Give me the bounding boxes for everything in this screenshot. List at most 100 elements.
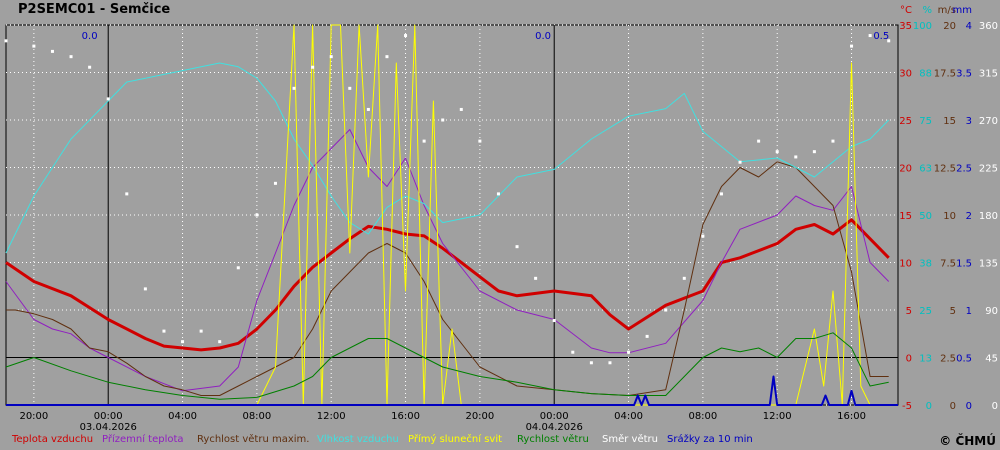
axis-tick-label: -5 [902, 401, 912, 412]
wind-direction-point [534, 276, 538, 280]
wind-direction-point [627, 350, 631, 354]
legend-entry: Přímý sluneční svit [408, 434, 503, 445]
axis-tick-label: 100 [913, 21, 932, 32]
axis-tick-label: 135 [979, 259, 998, 270]
series-line [6, 24, 889, 406]
axis-tick-label: 75 [919, 116, 932, 127]
wind-direction-point [608, 361, 612, 365]
wind-direction-point [422, 139, 426, 143]
wind-direction-point [50, 49, 54, 53]
station-title: P2SEMC01 - Semčice [18, 2, 171, 17]
x-tick-label: 04:00 [614, 411, 643, 422]
axis-tick-label: 0 [950, 401, 956, 412]
series-layer [4, 24, 898, 406]
copyright: © ČHMÚ [939, 434, 996, 448]
series-line [5, 218, 890, 352]
wind-direction-point [162, 329, 166, 333]
axis-tick-label: 270 [979, 116, 998, 127]
axis-tick-label: 180 [979, 211, 998, 222]
wind-direction-point [794, 155, 798, 159]
axis-tick-label: 63 [919, 164, 932, 175]
legend-entry: Srážky za 10 min [667, 434, 753, 445]
wind-direction-point [459, 107, 463, 111]
wind-direction-point [273, 181, 277, 185]
axis-tick-label: 1.5 [956, 259, 972, 270]
wind-direction-point [255, 213, 259, 217]
x-tick-label: 16:00 [837, 411, 866, 422]
wind-direction-point [218, 340, 222, 344]
wind-direction-point [125, 192, 129, 196]
series-line [6, 375, 898, 406]
precip-sum-label: 0.0 [535, 31, 551, 42]
axis-tick-label: 20 [943, 21, 956, 32]
axis-tick-label: 25 [919, 306, 932, 317]
x-tick-label: 08:00 [242, 411, 271, 422]
wind-direction-point [348, 86, 352, 90]
axis-tick-label: 5 [950, 306, 956, 317]
axis-tick-label: 17.5 [934, 69, 956, 80]
axis-tick-label: 3.5 [956, 69, 972, 80]
axis-tick-label: 1 [966, 306, 972, 317]
axis-tick-label: 15 [943, 116, 956, 127]
axis-tick-label: 3 [966, 116, 972, 127]
plot-area [5, 24, 899, 406]
axes-layer: 20:00 00:00 04:00 08:00 12:00 16:00 20:00 00:00… [19, 5, 998, 433]
x-tick-label: 00:00 [94, 411, 123, 422]
wind-direction-point [571, 350, 575, 354]
wind-direction-point [478, 139, 482, 143]
wind-direction-point [738, 160, 742, 164]
axis-tick-label: 0.5 [956, 354, 972, 365]
date-label: 03.04.2026 [80, 422, 137, 433]
date-label: 04.04.2026 [526, 422, 583, 433]
precip-sum-label: 0.5 [873, 31, 889, 42]
x-tick-label: 00:00 [540, 411, 569, 422]
legend-entry: Rychlost větru [517, 434, 589, 445]
wind-direction-point [701, 234, 705, 238]
axis-tick-label: 2.5 [940, 354, 956, 365]
wind-direction-point [589, 361, 593, 365]
axis-unit: mm [953, 5, 972, 16]
x-tick-label: 12:00 [317, 411, 346, 422]
axis-tick-label: 30 [899, 69, 912, 80]
wind-direction-point [311, 65, 315, 69]
axis-tick-label: 0 [966, 401, 972, 412]
x-tick-label: 08:00 [688, 411, 717, 422]
axis-unit: m/s [938, 5, 956, 16]
wind-direction-point [775, 150, 779, 154]
wind-direction-point [88, 65, 92, 69]
wind-direction-point [292, 86, 296, 90]
axis-tick-label: 88 [919, 69, 932, 80]
legend-entry: Teplota vzduchu [12, 434, 94, 445]
wind-direction-point [682, 276, 686, 280]
wind-direction-point [850, 44, 854, 48]
wind-direction-point [757, 139, 761, 143]
wind-direction-point [552, 319, 556, 323]
axis-tick-label: 13 [919, 354, 932, 365]
axis-tick-label: 5 [906, 306, 912, 317]
wind-direction-point [143, 287, 147, 291]
x-tick-label: 12:00 [763, 411, 792, 422]
precip-sum-label: 0.0 [82, 31, 98, 42]
wind-direction-point [32, 44, 36, 48]
series-line [5, 332, 889, 400]
wind-direction-point [385, 55, 389, 59]
axis-tick-label: 0 [906, 354, 912, 365]
wind-direction-point [441, 118, 445, 122]
wind-direction-point [366, 107, 370, 111]
wind-direction-point [515, 245, 519, 249]
wind-direction-point [868, 34, 872, 38]
axis-tick-label: 4 [966, 21, 972, 32]
axis-tick-label: 15 [899, 211, 912, 222]
wind-direction-point [106, 97, 110, 101]
axis-tick-label: 20 [899, 164, 912, 175]
legend-entry: Směr větru [602, 434, 658, 445]
axis-tick-label: 50 [919, 211, 932, 222]
wind-direction-point [199, 329, 203, 333]
x-tick-label: 04:00 [168, 411, 197, 422]
x-tick-label: 20:00 [465, 411, 494, 422]
wind-direction-point [887, 39, 891, 43]
legend-entry: Rychlost větru maxim. [197, 434, 310, 445]
x-tick-label: 16:00 [391, 411, 420, 422]
axis-tick-label: 360 [979, 21, 998, 32]
